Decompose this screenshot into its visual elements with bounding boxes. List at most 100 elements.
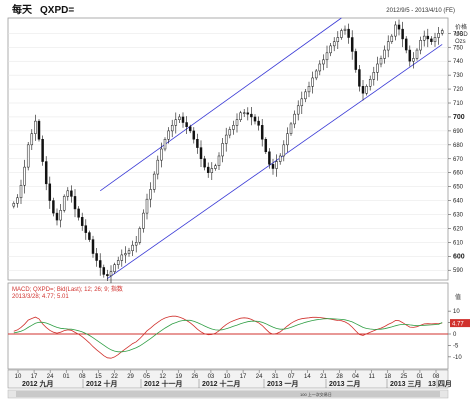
candle (203, 155, 206, 171)
candle (37, 119, 41, 142)
x-day-label: 15 (95, 374, 102, 380)
candle (134, 236, 138, 253)
candle (88, 230, 91, 242)
candle (325, 45, 329, 69)
candle (246, 107, 250, 121)
macd-tick-label: -5 (453, 343, 459, 349)
candle (174, 112, 178, 134)
macd-header-line1: MACD; QXPD=; Bid(Last); 12; 26; 9; 指数 (12, 285, 123, 293)
y-tick-label: 650 (453, 185, 464, 191)
candle (160, 142, 163, 168)
candle (142, 209, 145, 233)
time-scrollbar-thumb[interactable] (16, 391, 440, 397)
macd-series (8, 315, 448, 359)
candle (102, 264, 106, 278)
candle (41, 135, 44, 166)
candle (275, 154, 278, 177)
candle (394, 21, 397, 41)
x-day-label: 25 (401, 374, 408, 380)
x-day-label: 14 (304, 374, 311, 380)
candle (318, 60, 322, 76)
y-tick-label: 630 (453, 213, 464, 219)
candle (70, 185, 73, 203)
candle (361, 79, 365, 101)
x-day-label: 10 (224, 374, 231, 380)
period-label: 每天 (12, 3, 33, 16)
macd-tick-label: 0 (453, 332, 457, 338)
candle (296, 100, 300, 121)
candle (440, 28, 444, 36)
candle (397, 19, 401, 36)
x-day-label: 01 (417, 374, 424, 380)
candlestick-series (12, 19, 444, 284)
candle (289, 121, 293, 136)
candle (268, 148, 271, 169)
x-month-label: 2012 九月 (22, 379, 54, 388)
candle (350, 30, 354, 60)
y-tick-label: 750 (453, 45, 464, 51)
candle (235, 113, 239, 133)
candle (376, 56, 379, 81)
candle (55, 208, 59, 226)
candle (264, 137, 268, 155)
candle (426, 28, 430, 48)
x-day-label: 08 (433, 374, 440, 380)
candle (368, 75, 372, 91)
candle (214, 163, 217, 171)
macd-tick-label: 10 (453, 309, 460, 315)
y-tick-label: 640 (453, 199, 464, 205)
x-month-label: 2013 一月 (267, 380, 299, 388)
candle (34, 114, 37, 141)
y-tick-label: 740 (453, 59, 464, 65)
candle (163, 137, 167, 152)
candle (127, 247, 131, 257)
macd-value-badge (450, 319, 470, 328)
candle (145, 193, 149, 220)
candle (419, 36, 422, 55)
candle (138, 226, 142, 245)
candle (62, 194, 66, 213)
candle (390, 34, 394, 44)
x-day-label: 10 (15, 374, 22, 380)
x-day-label: 31 (272, 374, 279, 380)
candle (433, 32, 437, 47)
candle (311, 71, 314, 94)
x-day-label: 11 (369, 374, 376, 380)
candle (131, 240, 134, 256)
candle (232, 120, 235, 135)
x-day-label: 17 (31, 374, 38, 380)
channel-upper-line (99, 17, 342, 192)
candle (329, 43, 332, 57)
symbol-label: QXPD= (40, 5, 74, 16)
candle (149, 182, 152, 208)
candle (404, 36, 408, 54)
x-day-label: 29 (127, 374, 134, 380)
candle (66, 187, 70, 201)
x-month-label: 2012 十月 (86, 379, 118, 388)
macd-value-badge-text: 4.77 (452, 321, 464, 327)
x-day-label: 24 (47, 374, 54, 380)
candle (300, 91, 304, 115)
price-axis-label-currency: USD (455, 32, 468, 38)
candle (379, 55, 383, 68)
price-axis-label-cn: 价格 (455, 23, 467, 31)
candle (372, 66, 376, 86)
candle (98, 253, 102, 276)
scrollbar-caption: 100 上一次交易日 (300, 391, 332, 397)
candle (437, 26, 440, 45)
y-tick-label: 600 (453, 253, 465, 260)
candle (383, 45, 386, 64)
candle (307, 81, 311, 98)
candle (412, 52, 415, 69)
candle (358, 64, 361, 92)
candle (124, 246, 127, 264)
candle (430, 36, 433, 45)
candle (271, 158, 275, 175)
candle (95, 248, 98, 267)
candle (23, 159, 26, 194)
price-axis-ticks: 590 600 610 620 630 640 650 660 670 680 690 700 710 7… (448, 31, 465, 274)
candle (250, 106, 253, 126)
x-month-label: 2013 三月 (390, 380, 422, 388)
macd-header-line2: 2013/3/28; 4.77; 5.01 (12, 294, 69, 300)
